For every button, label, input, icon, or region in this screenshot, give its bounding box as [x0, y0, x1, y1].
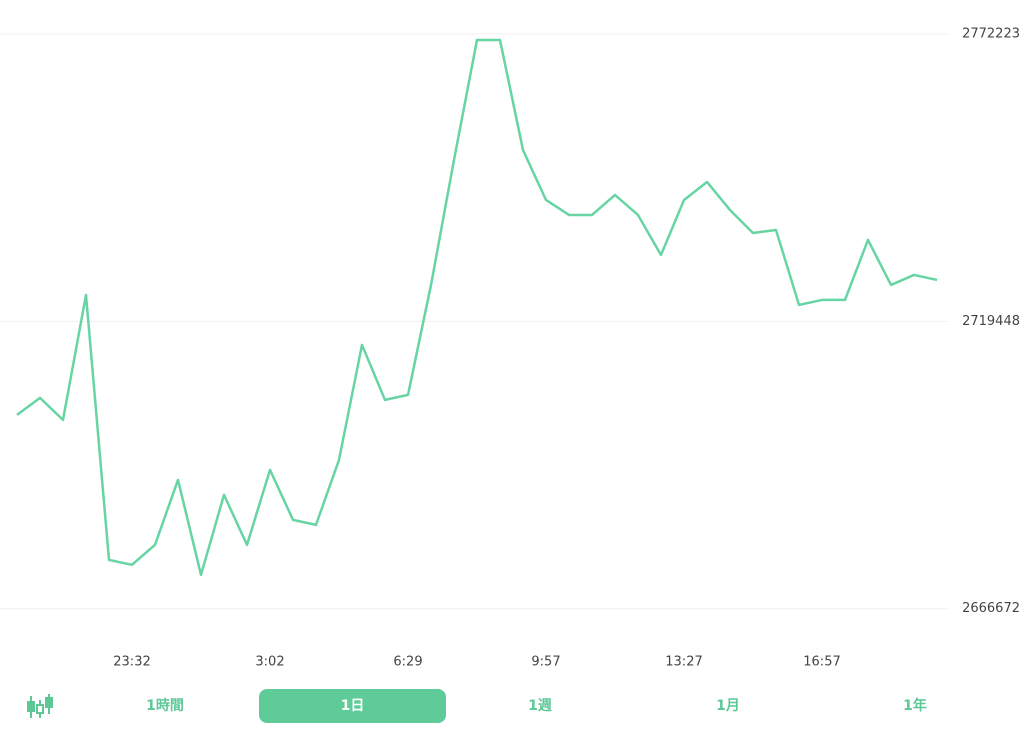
range-button[interactable]: 1月: [716, 698, 740, 714]
x-tick-label: 3:02: [255, 655, 284, 670]
y-tick-label: 2719448: [962, 314, 1020, 329]
y-tick-label: 2772223: [962, 27, 1020, 42]
range-button[interactable]: 1年: [903, 698, 927, 714]
range-button[interactable]: 1週: [528, 698, 552, 714]
x-tick-label: 9:57: [531, 655, 560, 670]
chart: 2666672 2719448 2772223 23:32 3:02 6:29 9:57 13…: [0, 27, 1020, 670]
x-tick-label: 23:32: [113, 655, 150, 670]
range-button-selected[interactable]: 1日: [259, 689, 446, 723]
candlestick-icon[interactable]: [25, 692, 55, 722]
range-button[interactable]: 1時間: [146, 698, 184, 714]
x-tick-label: 13:27: [665, 655, 702, 670]
y-tick-label: 2666672: [962, 601, 1020, 616]
price-line: [16, 38, 938, 577]
x-tick-label: 16:57: [803, 655, 840, 670]
x-tick-label: 6:29: [393, 655, 422, 670]
